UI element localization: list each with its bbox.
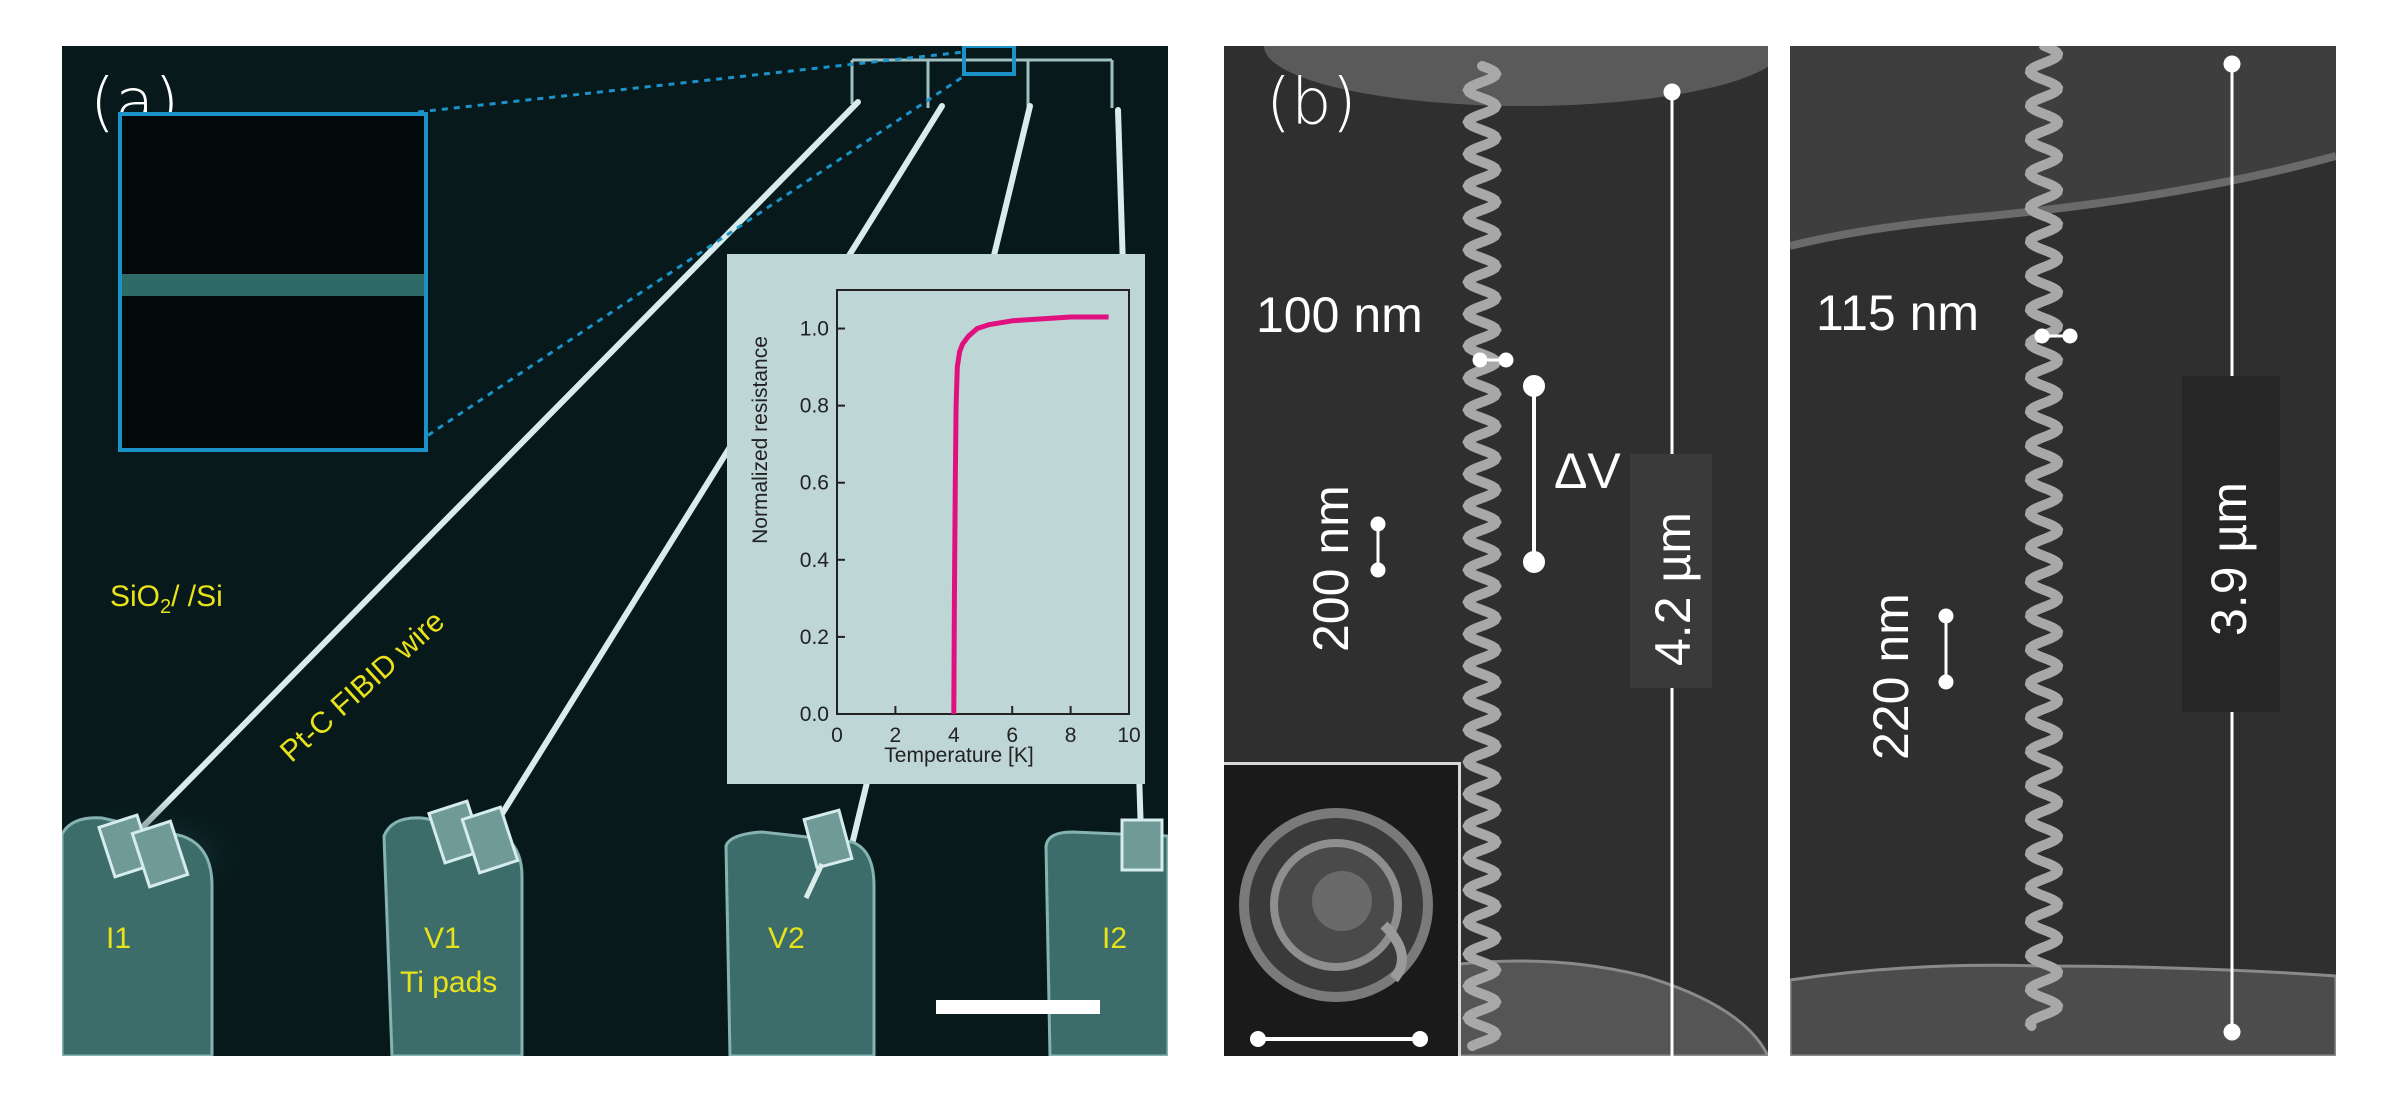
right-length-badge <box>2182 376 2280 712</box>
chart-axes <box>836 289 1130 715</box>
y-tick-label: 0.8 <box>800 395 829 418</box>
zoom-projection-lines <box>417 50 965 444</box>
inset-scale-bar <box>1250 1031 1428 1047</box>
right-helix <box>2024 46 2064 1031</box>
pad-label-v1: V1 <box>424 922 461 955</box>
y-tick-label: 1.0 <box>800 318 829 341</box>
x-tick-label: 0 <box>831 724 843 747</box>
y-tick-label: 0.4 <box>800 549 830 572</box>
substrate-label: SiO2/ /Si <box>110 580 223 619</box>
zoom-wire <box>122 274 424 296</box>
left-helix <box>1462 61 1502 1051</box>
pad-label-i2: I2 <box>1102 922 1128 955</box>
chart-ylabel: Normalized resistance <box>749 336 772 544</box>
right-length-label: 3.9 µm <box>2201 482 2257 636</box>
left-small-scale-label: 200 nm <box>1303 485 1359 652</box>
x-tick-label: 2 <box>890 724 902 747</box>
pad-label-v2: V2 <box>768 922 805 955</box>
right-pitch-bar <box>2034 328 2078 344</box>
ti-pads <box>62 796 1168 1056</box>
chart-frame <box>836 289 1130 715</box>
x-tick-label: 8 <box>1065 724 1077 747</box>
panel-b-right-sem-image: 115 nm 220 nm 3.9 µm <box>1790 46 2336 1056</box>
right-small-scale-label: 220 nm <box>1863 593 1919 760</box>
left-small-scale-bar <box>1370 516 1386 578</box>
y-tick-label: 0.0 <box>800 703 829 726</box>
chart-xlabel: Temperature [K] <box>884 744 1033 767</box>
delta-v-bar <box>1523 375 1545 573</box>
pads-sub-label: Ti pads <box>400 966 498 999</box>
scale-bar <box>936 1000 1100 1014</box>
device-background <box>62 46 1168 1056</box>
top-contact-lines <box>850 58 1114 108</box>
chart-ticks: 0 2 4 6 8 10 0.0 0.2 0.4 0.6 0.8 1.0 <box>800 318 1141 747</box>
right-pitch-label: 115 nm <box>1816 285 1980 341</box>
left-length-badge <box>1630 454 1712 688</box>
y-tick-label: 0.6 <box>800 472 829 495</box>
left-sem-background <box>1264 46 1768 1056</box>
left-length-label: 4.2 µm <box>1645 512 1701 666</box>
x-tick-label: 4 <box>948 724 960 747</box>
chart-svg: 0 2 4 6 8 10 0.0 0.2 0.4 0.6 0.8 1.0 Temperature [K… <box>749 289 1141 767</box>
x-tick-label: 10 <box>1117 724 1140 747</box>
resistance-curve <box>951 314 1109 715</box>
right-small-scale-bar <box>1938 608 1954 690</box>
zoom-region-marker <box>962 46 1016 76</box>
panel-b-left-sem-image: (b) 100 nm ΔV 200 nm 4.2 µm <box>1224 46 1768 1056</box>
cross-section-svg <box>1239 808 1433 1047</box>
left-pitch-bar <box>1472 352 1514 368</box>
resistance-inset-chart: 0 2 4 6 8 10 0.0 0.2 0.4 0.6 0.8 1.0 Temperature [K… <box>727 254 1145 784</box>
panel-b-label: (b) <box>1266 66 1357 140</box>
chart-series <box>951 314 1109 715</box>
substrate-label-sub: 2 <box>160 596 172 618</box>
x-tick-label: 6 <box>1006 724 1018 747</box>
substrate-label-rest: / /Si <box>171 580 223 613</box>
cross-section-inset <box>1224 762 1461 1056</box>
delta-v-label: ΔV <box>1554 443 1621 499</box>
zoom-inset <box>118 112 428 452</box>
left-pitch-label: 100 nm <box>1256 287 1423 343</box>
substrate-label-main: SiO <box>110 580 161 613</box>
pad-label-i1: I1 <box>106 922 132 955</box>
panel-a-sem-image: (a) SiO2/ /Si Pt-C FIBID wire I1 V1 Ti p… <box>62 46 1168 1056</box>
right-sem-background <box>1790 46 2336 1056</box>
y-tick-label: 0.2 <box>800 626 829 649</box>
